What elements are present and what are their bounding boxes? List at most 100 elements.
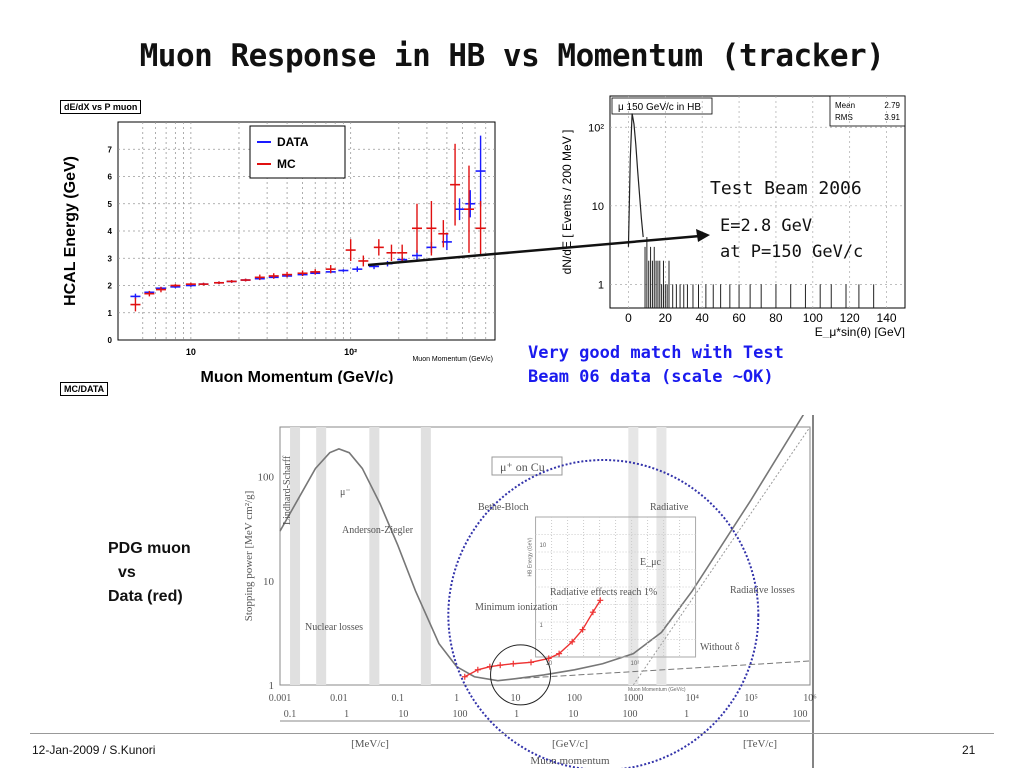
energy-label-line2: at P=150 GeV/c <box>720 242 864 262</box>
plot1-ytick-label: 2 <box>108 282 113 291</box>
plot2-stats-box <box>829 95 906 127</box>
plot3-xtick-top: 10⁴ <box>685 693 699 704</box>
mc-point <box>310 269 321 275</box>
plot3-region-label: Anderson-Ziegler <box>342 525 414 536</box>
plot3-highlight-circle <box>447 459 760 768</box>
plot3-region-label: Minimum ionization <box>475 602 558 613</box>
plot3-inset-ylabel: HB Energy (GeV) <box>528 537 534 576</box>
plot1-legend-box <box>249 125 346 179</box>
plot2-xtick-label: 140 <box>877 311 897 325</box>
plot3-xtick-bottom: 100 <box>623 709 638 720</box>
plot3-xtick-bottom: 100 <box>453 709 468 720</box>
plot3-band <box>628 427 639 685</box>
plot3-xtick-top: 0.01 <box>330 693 348 704</box>
plot3-title: μ⁺ on Cu <box>500 460 545 474</box>
data-point <box>352 266 363 272</box>
energy-label-line1: E=2.8 GeV <box>720 216 813 236</box>
mc-point <box>144 290 155 297</box>
plot3-unit-label: [MeV/c] <box>351 738 389 750</box>
plot2-xlabel: E_μ*sin(θ) [GeV] <box>815 325 905 338</box>
plot2-ylabel: dN/dE [ Events / 200 MeV ] <box>560 130 574 275</box>
plot1-ytick-label: 0 <box>108 336 113 345</box>
plot3-ytick-label: 1 <box>269 680 275 692</box>
mc-point <box>130 297 141 312</box>
plot2-ytick-label: 10 <box>592 201 604 213</box>
plot3-xtick-top: 10 <box>511 693 521 704</box>
plot1-ytick-label: 5 <box>108 200 113 209</box>
pdg-label-line3: Data (red) <box>108 588 183 605</box>
plot3-xtick-top: 0.001 <box>269 693 292 704</box>
mc-point <box>226 280 237 283</box>
plot3-region-label: Radiative losses <box>730 585 795 596</box>
plot3-inset-ytick: 1 <box>540 623 544 629</box>
plot3-xlabel: Muon momentum <box>530 755 610 767</box>
plot1-xtick-label: 10 <box>186 347 196 357</box>
plot1-legend-label: MC <box>277 157 296 171</box>
plot3-xtick-bottom: 1 <box>684 709 689 720</box>
plot2-xtick-label: 100 <box>803 311 823 325</box>
plot3-band <box>316 427 327 685</box>
data-point <box>475 135 486 207</box>
plot3-region-label: Radiative <box>650 502 689 513</box>
plot3-xtick-bottom: 1 <box>344 709 349 720</box>
mc-point <box>268 273 279 279</box>
mc-point <box>240 278 251 282</box>
plot2-frame <box>609 95 906 309</box>
mc-point <box>345 239 356 261</box>
plot3-radiative-line <box>632 426 811 686</box>
plot1-ylabel: HCAL Energy (GeV) <box>62 156 79 306</box>
plot2-stat-label: RMS <box>835 113 853 122</box>
footer-rule <box>30 733 994 734</box>
plot3-without-delta-line <box>515 660 811 680</box>
mc-point <box>254 274 265 281</box>
plot3-region-label: Lindhard-Scharff <box>282 455 293 525</box>
match-label-line1: Very good match with Test <box>528 343 784 363</box>
plot3-inset-xlabel: Muon Momentum (GeV/c) <box>628 687 686 693</box>
plot3-unit-label: [TeV/c] <box>743 738 777 750</box>
plot1-xtick-label: 10² <box>344 347 357 357</box>
plot2-title-box <box>611 97 713 115</box>
plot3-unit-label: [GeV/c] <box>552 738 588 750</box>
plot3-xtick-bottom: 10 <box>398 709 408 720</box>
plot2-xtick-label: 0 <box>625 311 632 325</box>
plot2-xtick-label: 80 <box>769 311 783 325</box>
mc-point <box>282 271 293 278</box>
plot2-stat-value: 3.91 <box>884 113 900 122</box>
plot3-xtick-bottom: 10 <box>738 709 748 720</box>
plot3-region-label: Bethe-Bloch <box>478 502 529 513</box>
plot3-band <box>656 427 667 685</box>
plot3-ytick-label: 100 <box>258 472 275 484</box>
mc-point <box>198 282 209 286</box>
dedx-plot: 0 1 2 3 4 5 6 7 10 10² Muon Momentum (GeV/c) Muon M… <box>62 121 496 384</box>
plot3-ytick-label: 10 <box>263 576 275 588</box>
plot2-xtick-label: 60 <box>732 311 746 325</box>
plot3-band <box>290 427 301 685</box>
plot1-xlabel-small: Muon Momentum (GeV/c) <box>412 356 493 363</box>
plot3-xtick-bottom: 1 <box>514 709 519 720</box>
pdg-label-line1: PDG muon <box>108 540 191 557</box>
mc-point <box>155 286 166 293</box>
plot3-region-label: μ⁻ <box>340 487 351 498</box>
plot1-ytick-label: 1 <box>108 309 113 318</box>
plot3-curve <box>279 415 805 682</box>
data-point <box>465 190 476 218</box>
plot1-ytick-label: 7 <box>108 145 113 154</box>
plot1-legend-label: DATA <box>277 135 309 149</box>
plot-bottom-label: MC/DATA <box>60 382 109 396</box>
plot1-legend: DATA MC <box>249 125 346 179</box>
plot1-ytick-label: 6 <box>108 173 113 182</box>
testbeam-histogram: μ 150 GeV/c in HB Mean 2.79 RMS 3.91 0 20 40 60 8… <box>560 95 906 338</box>
plot3-region-label: Without δ <box>700 642 740 653</box>
data-point <box>454 198 465 221</box>
plot1-ytick-label: 4 <box>108 227 113 236</box>
plot3-xtick-top: 10⁵ <box>744 693 758 704</box>
plot3-inset-xtick: 10 <box>546 661 553 667</box>
plot2-xtick-label: 20 <box>659 311 673 325</box>
plot3-xtick-top: 0.1 <box>392 693 405 704</box>
plot3-inset-xtick: 10² <box>631 661 640 667</box>
plot-frame-title: dE/dX vs P muon <box>60 100 142 114</box>
mc-point <box>358 255 369 267</box>
footer-author-date: 12-Jan-2009 / S.Kunori <box>32 743 156 757</box>
plot3-inset: HB Energy (GeV) Muon Momentum (GeV/c) 10 10… <box>528 516 697 693</box>
mc-point <box>297 270 308 276</box>
